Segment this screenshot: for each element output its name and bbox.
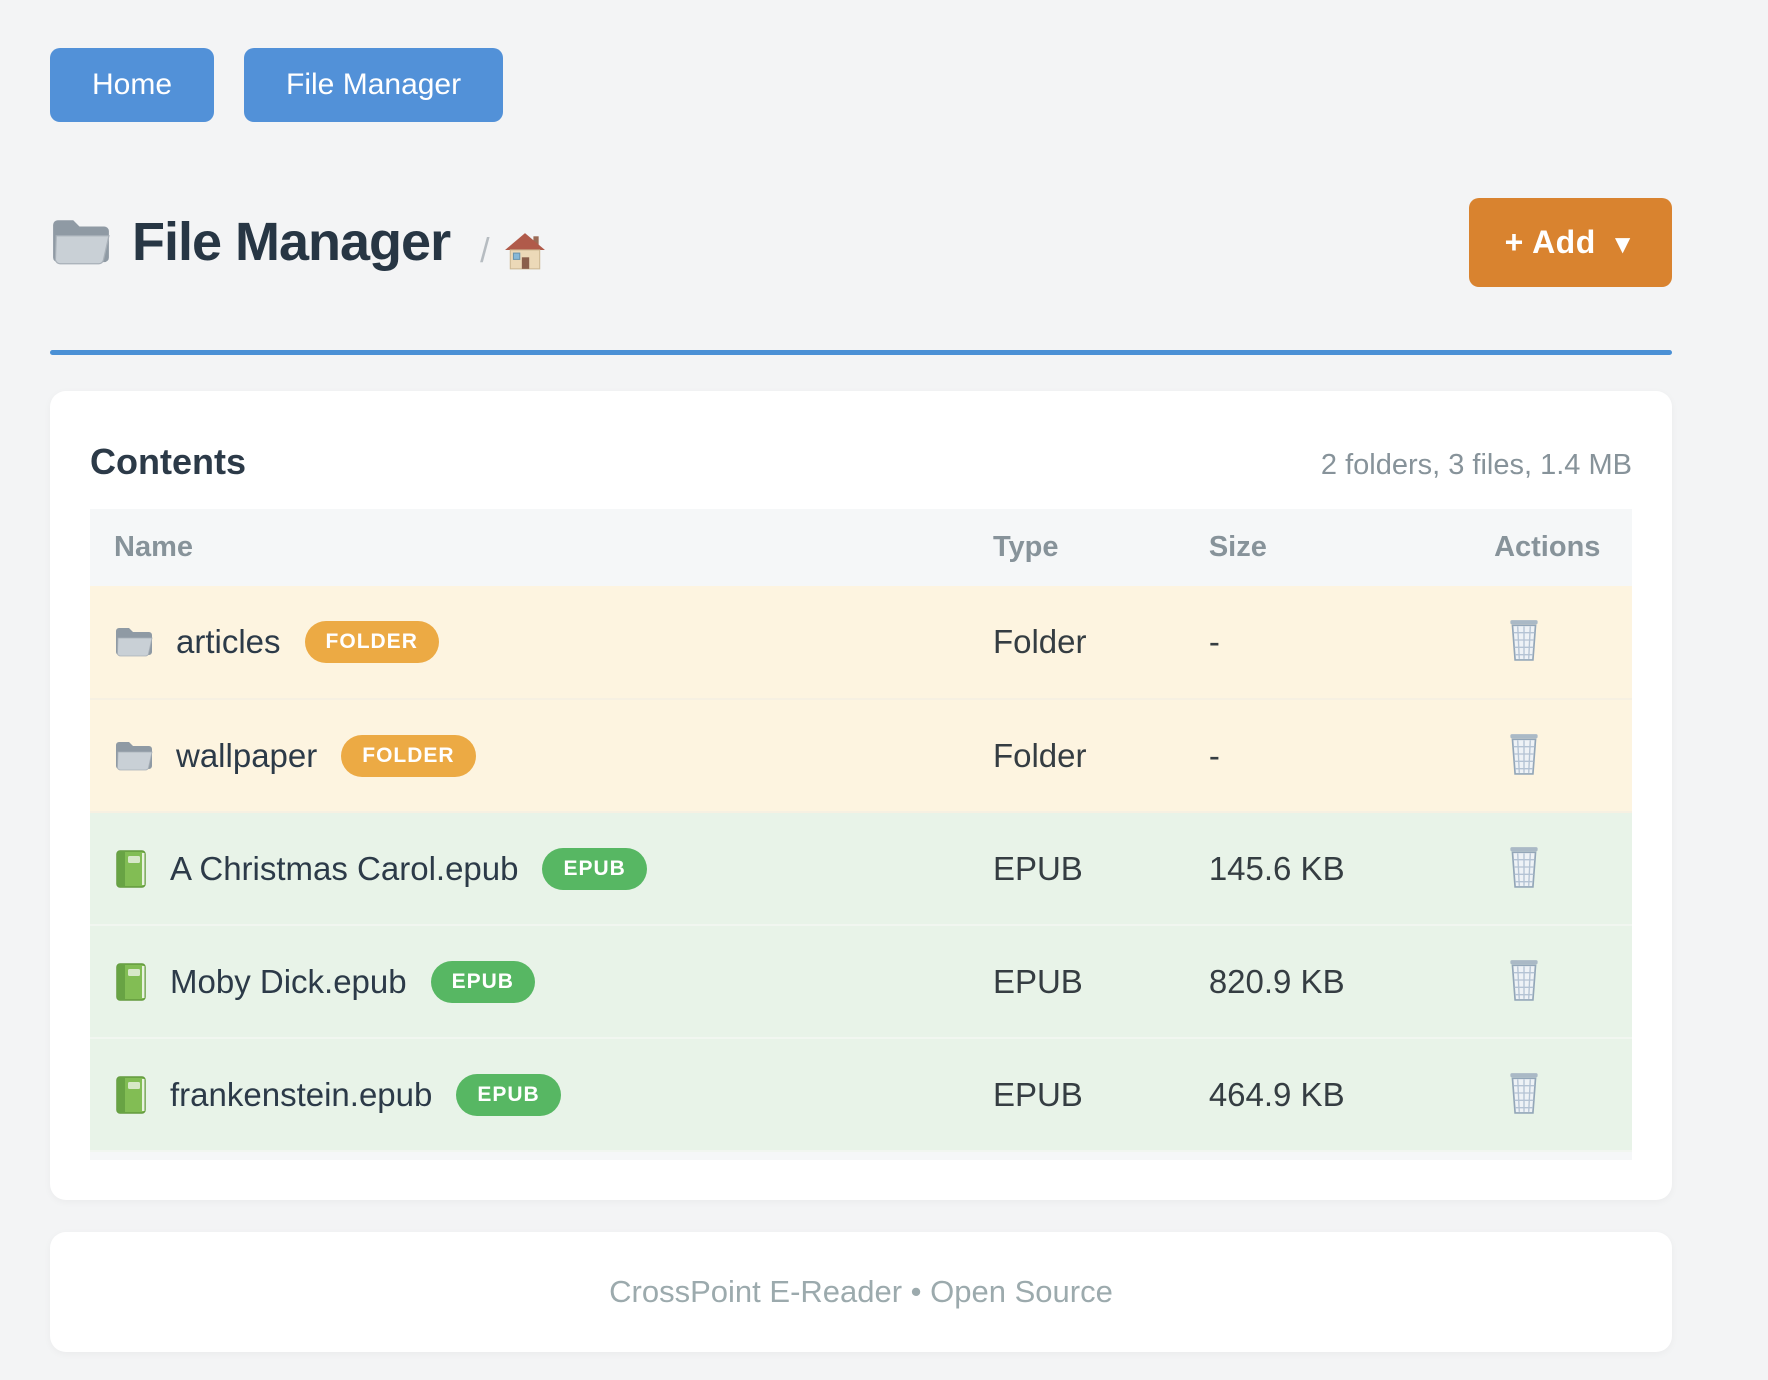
top-nav: Home File Manager [50, 48, 1672, 122]
nav-button-home[interactable]: Home [50, 48, 215, 122]
contents-heading: Contents [90, 441, 246, 482]
column-header-actions: Actions [1470, 509, 1632, 586]
file-name-link[interactable]: wallpaper [114, 737, 317, 775]
folder-icon [53, 220, 110, 265]
add-button-label: + Add [1504, 223, 1596, 260]
breadcrumb: / [480, 214, 545, 271]
page-header: File Manager / + Add ▼ [50, 197, 1672, 287]
title-group: File Manager / [50, 211, 546, 273]
file-type: Folder [992, 623, 1087, 660]
type-badge: EPUB [456, 1073, 561, 1116]
header-divider [50, 350, 1672, 355]
footer-text: CrossPoint E-Reader • Open Source [609, 1274, 1113, 1309]
file-type: EPUB [992, 962, 1083, 1000]
page-title: File Manager [132, 212, 451, 272]
table-row: Moby Dick.epub EPUB EPUB 820.9 KB [90, 925, 1632, 1039]
breadcrumb-separator: / [480, 231, 490, 270]
folder-icon [116, 741, 153, 770]
book-icon [116, 1075, 146, 1114]
file-name-link[interactable]: A Christmas Carol.epub [114, 850, 518, 888]
file-table: Name Type Size Actions articles [90, 509, 1632, 1152]
table-row: articles FOLDER Folder - [90, 586, 1632, 700]
trash-icon [1510, 846, 1538, 888]
file-name: Moby Dick.epub [170, 962, 407, 1000]
type-badge: EPUB [430, 960, 535, 1003]
file-size: - [1208, 736, 1220, 774]
trash-icon [1510, 620, 1538, 661]
file-name-link[interactable]: frankenstein.epub [114, 1076, 432, 1114]
file-type: EPUB [992, 1075, 1083, 1113]
file-name-link[interactable]: articles [114, 623, 281, 661]
table-header-row: Name Type Size Actions [90, 509, 1632, 586]
trash-icon [1510, 959, 1538, 1001]
add-button[interactable]: + Add ▼ [1468, 197, 1672, 287]
caret-down-icon: ▼ [1609, 228, 1636, 259]
file-type: Folder [992, 736, 1087, 774]
trash-icon [1510, 1072, 1538, 1114]
delete-button[interactable] [1500, 954, 1548, 1006]
book-icon [116, 962, 146, 1001]
table-row: A Christmas Carol.epub EPUB EPUB 145.6 K… [90, 812, 1632, 926]
type-badge: EPUB [542, 847, 647, 890]
file-name: wallpaper [176, 736, 318, 774]
file-size: 820.9 KB [1208, 962, 1345, 1000]
nav-button-file-manager[interactable]: File Manager [244, 48, 504, 122]
file-table-body: articles FOLDER Folder - [90, 586, 1632, 1152]
file-name-link[interactable]: Moby Dick.epub [114, 963, 407, 1001]
folder-icon [116, 628, 153, 657]
delete-button[interactable] [1500, 728, 1548, 780]
table-row: wallpaper FOLDER Folder - [90, 699, 1632, 813]
delete-button[interactable] [1500, 841, 1548, 893]
file-size: 464.9 KB [1208, 1075, 1345, 1113]
file-name: A Christmas Carol.epub [170, 849, 519, 887]
file-table-wrap: Name Type Size Actions articles [90, 509, 1632, 1160]
file-name: articles [176, 623, 281, 660]
table-row: frankenstein.epub EPUB EPUB 464.9 KB [90, 1038, 1632, 1152]
file-name: frankenstein.epub [170, 1075, 433, 1113]
column-header-name: Name [90, 509, 969, 586]
book-icon [116, 849, 146, 888]
column-header-type: Type [968, 509, 1185, 586]
page: Home File Manager File Manager / + Add ▼ [50, 48, 1672, 1352]
footer: CrossPoint E-Reader • Open Source [50, 1232, 1672, 1352]
type-badge: FOLDER [304, 621, 439, 663]
home-icon[interactable] [504, 232, 546, 270]
column-header-size: Size [1184, 509, 1471, 586]
trash-icon [1510, 733, 1538, 775]
type-badge: FOLDER [341, 734, 476, 777]
file-type: EPUB [992, 849, 1083, 887]
contents-card: Contents 2 folders, 3 files, 1.4 MB Name… [50, 391, 1672, 1200]
contents-header: Contents 2 folders, 3 files, 1.4 MB [90, 441, 1632, 483]
file-size: - [1208, 623, 1220, 660]
contents-summary: 2 folders, 3 files, 1.4 MB [1320, 449, 1632, 481]
delete-button[interactable] [1500, 1067, 1548, 1119]
file-size: 145.6 KB [1208, 849, 1345, 887]
delete-button[interactable] [1500, 614, 1548, 666]
